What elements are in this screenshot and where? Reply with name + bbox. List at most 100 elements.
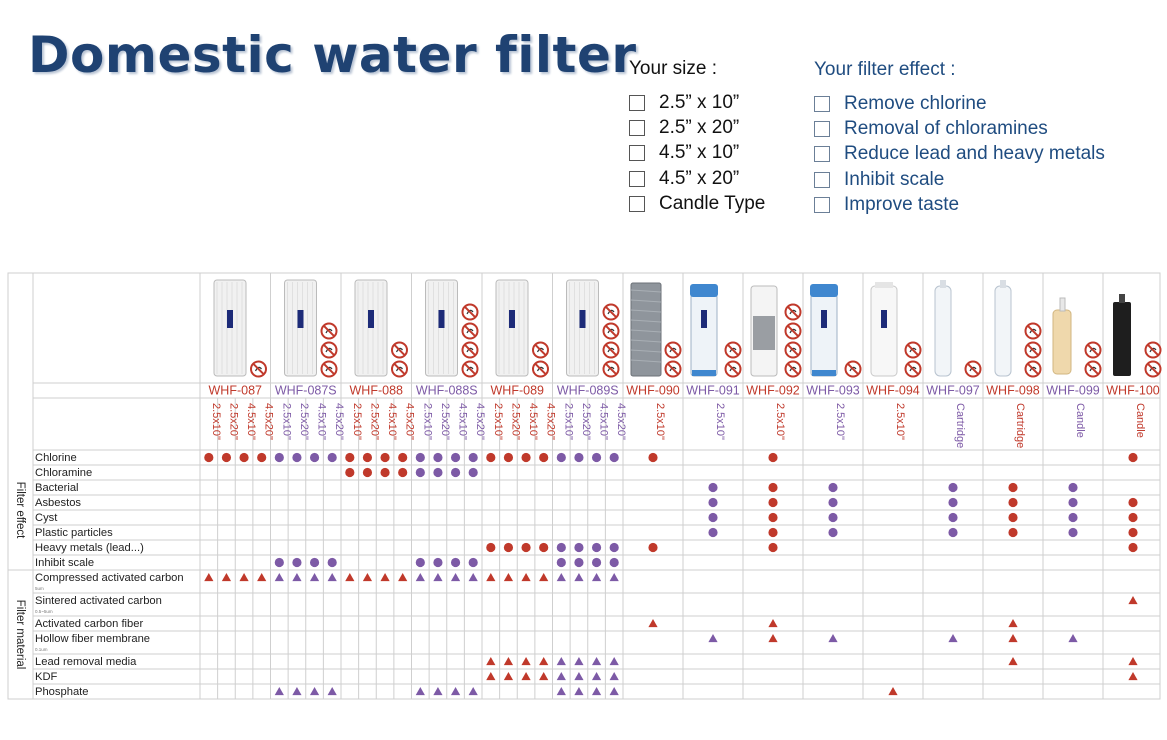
checkbox[interactable] (629, 170, 645, 187)
effect-dot (828, 527, 838, 538)
row-label: Heavy metals (lead...) (35, 542, 144, 554)
checkbox[interactable] (629, 145, 645, 162)
size-option-2-5x10[interactable]: 2.5” x 10” (629, 90, 765, 115)
effect-option-taste[interactable]: Improve taste (814, 192, 1105, 217)
material-triangle (486, 657, 496, 666)
effect-dot (828, 512, 838, 523)
effect-dot (486, 452, 496, 463)
effect-option-chloramines[interactable]: Removal of chloramines (814, 116, 1105, 141)
effect-dot (450, 452, 461, 463)
material-triangle (486, 573, 496, 582)
effect-dot (257, 452, 267, 463)
effect-dot (948, 512, 958, 523)
row-label: Chlorine (35, 452, 77, 464)
product-size: 2.5x10" (492, 403, 504, 440)
material-triangle (521, 672, 531, 681)
checkbox[interactable] (629, 94, 645, 111)
material-triangle (468, 687, 478, 696)
product-size: 4.5x10" (316, 403, 328, 440)
material-triangle (274, 687, 284, 696)
material-triangle (609, 672, 619, 681)
checkbox[interactable] (814, 196, 830, 213)
no-chlorine-icon (320, 341, 338, 359)
material-triangle (204, 573, 214, 582)
option-label: 2.5” x 20” (659, 116, 740, 138)
material-triangle (450, 687, 461, 696)
product-image-whf-088 (354, 279, 408, 378)
row-label: Activated carbon fiber (35, 618, 143, 630)
product-model: WHF-100 (1106, 384, 1160, 398)
effect-dot (521, 452, 531, 463)
effect-dot (221, 452, 232, 463)
effect-dot (1128, 527, 1138, 538)
size-option-candle[interactable]: Candle Type (629, 191, 765, 216)
effect-option-lead[interactable]: Reduce lead and heavy metals (814, 142, 1105, 167)
product-size: 2.5x20" (580, 403, 592, 440)
product-size: 2.5x10" (280, 403, 292, 440)
product-model: WHF-093 (806, 384, 860, 398)
material-triangle (574, 672, 584, 681)
checkbox[interactable] (814, 95, 830, 112)
material-triangle (521, 573, 531, 582)
effect-dot (574, 452, 584, 463)
size-option-4-5x20[interactable]: 4.5” x 20” (629, 166, 765, 191)
product-size: 2.5x10" (774, 403, 786, 440)
product-image-whf-094 (870, 282, 922, 378)
option-label: 4.5” x 20” (659, 167, 740, 189)
material-triangle (239, 573, 249, 582)
effect-dot (1128, 512, 1138, 523)
checkbox[interactable] (814, 146, 830, 163)
material-triangle (556, 573, 566, 582)
effect-dot (708, 512, 718, 523)
effect-dot (539, 452, 549, 463)
effect-dot (362, 467, 373, 478)
effect-option-remove-chlorine[interactable]: Remove chlorine (814, 91, 1105, 116)
material-triangle (398, 573, 408, 582)
no-chlorine-icon (1144, 341, 1162, 359)
row-label: Sintered activated carbon (35, 595, 162, 607)
product-image-whf-090 (630, 282, 682, 378)
checkbox[interactable] (629, 195, 645, 212)
material-triangle (327, 573, 337, 582)
no-chlorine-icon (844, 360, 862, 378)
product-model: WHF-089S (557, 384, 619, 398)
effect-dot (768, 527, 778, 538)
brand-label (227, 310, 233, 328)
size-option-2-5x20[interactable]: 2.5” x 20” (629, 115, 765, 140)
effect-dot (239, 452, 249, 463)
product-size: 2.5x10" (714, 403, 726, 440)
checkbox[interactable] (629, 119, 645, 136)
option-label: Removal of chloramines (844, 117, 1048, 139)
effect-dot (521, 542, 531, 553)
no-chlorine-icon (391, 360, 408, 378)
no-chlorine-icon (461, 303, 479, 321)
effect-dot (450, 557, 461, 568)
effect-dot (1008, 482, 1018, 493)
effect-dot (1008, 527, 1018, 538)
no-chlorine-icon (532, 341, 549, 359)
brand-label (438, 310, 445, 328)
checkbox[interactable] (814, 120, 830, 137)
no-chlorine-icon (1024, 360, 1042, 378)
effect-dot (948, 482, 958, 493)
no-chlorine-icon (1024, 322, 1042, 340)
material-triangle (539, 657, 549, 666)
effect-dot (1128, 542, 1138, 553)
effect-option-inhibit-scale[interactable]: Inhibit scale (814, 167, 1105, 192)
effect-dot (1068, 497, 1078, 508)
effect-dot (468, 467, 478, 478)
effect-dot (204, 452, 214, 463)
no-chlorine-icon (320, 360, 338, 378)
effect-dot (609, 452, 619, 463)
effect-dot (380, 467, 390, 478)
size-options: Your size : 2.5” x 10” 2.5” x 20” 4.5” x… (629, 58, 765, 216)
material-triangle (486, 672, 496, 681)
group-label: Filter material (14, 600, 26, 670)
table-border (7, 272, 1161, 700)
checkbox[interactable] (814, 171, 830, 188)
effect-dot (768, 512, 778, 523)
size-option-4-5x10[interactable]: 4.5” x 10” (629, 141, 765, 166)
effect-dot (1008, 512, 1018, 523)
no-chlorine-icon (724, 341, 742, 359)
effect-dot (415, 557, 425, 568)
